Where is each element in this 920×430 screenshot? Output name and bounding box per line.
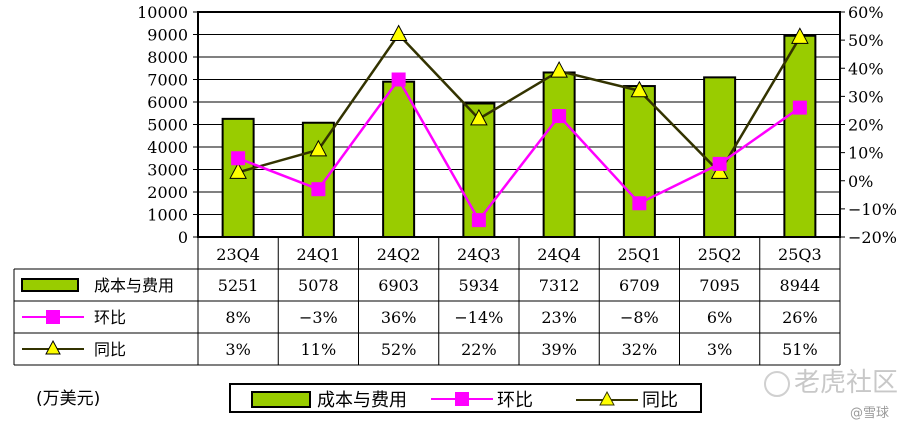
y-right-tick-label: 0% [848,172,873,191]
legend-item-qoq: 环比 [431,387,533,411]
legend-label-cost: 成本与费用 [317,390,407,411]
table-row-label: 同比 [94,340,126,359]
category-label: 24Q1 [297,245,341,264]
point-qoq-25Q2 [712,156,727,171]
table-cell: −3% [299,308,338,327]
table-key-triangle-marker [45,339,61,355]
point-qoq-25Q1 [632,196,647,211]
table-cell: 11% [301,340,337,359]
y-right-tick-label: 10% [848,144,884,163]
y-left-tick-label: 6000 [147,93,188,112]
table-cell: 6709 [619,276,660,295]
point-qoq-24Q2 [391,72,406,87]
category-label: 24Q4 [537,245,581,264]
table-cell: 32% [622,340,658,359]
table-cell: 6% [707,308,732,327]
table-cell: 36% [381,308,417,327]
y-right-tick-label: 30% [848,87,884,106]
table-cell: 51% [782,340,818,359]
y-left-tick-label: 8000 [147,48,188,67]
y-left-tick-label: 5000 [147,116,188,135]
point-yoy-24Q4 [550,61,568,78]
category-label: 23Q4 [216,245,260,264]
y-left-tick-label: 0 [178,228,188,247]
category-label: 25Q1 [618,245,662,264]
category-label: 25Q3 [778,245,822,264]
watermark-main: 老虎社区 [764,362,898,399]
line-qoq [237,77,801,223]
point-yoy-24Q3 [470,108,488,126]
point-yoy-25Q3 [791,27,809,44]
table-key-bar-swatch [21,278,79,292]
table-cell: 3% [225,340,250,359]
bar-24Q2 [382,80,416,239]
y-left-tick-label: 10000 [137,3,188,22]
y-right-tick-label: 20% [848,116,884,135]
legend-bar-swatch [251,390,311,408]
table-cell: 8% [225,308,250,327]
y-left-tick-label: 4000 [147,138,188,157]
table-cell: 6903 [378,276,419,295]
watermark-sub: @雪球 [850,406,890,421]
y-left-tick-label: 1000 [147,206,188,225]
category-label: 24Q3 [457,245,501,264]
unit-label: (万美元) [36,389,101,409]
table-cell: 22% [461,340,497,359]
y-right-tick-label: 50% [848,31,884,50]
table-cell: 5078 [298,276,339,295]
line-yoy [237,32,801,175]
table-cell: 7095 [699,276,740,295]
point-yoy-24Q2 [389,24,408,41]
y-left-tick-label: 9000 [147,26,188,45]
point-qoq-24Q4 [552,109,567,124]
legend-square-marker-icon [431,392,493,406]
y-right-tick-label: 40% [848,59,884,78]
y-left-tick-label: 3000 [147,161,188,180]
bar-25Q1 [622,85,656,238]
table-row-label: 环比 [94,308,126,327]
category-label: 25Q2 [698,245,742,264]
table-cell: 3% [707,340,732,359]
table-cell: −8% [620,308,659,327]
point-yoy-24Q1 [309,139,328,157]
y-left-tick-label: 7000 [147,71,188,90]
point-yoy-23Q4 [229,162,247,179]
point-qoq-25Q3 [792,100,807,115]
table-cell: 7312 [539,276,580,295]
point-qoq-23Q4 [231,151,246,166]
table-cell: 39% [541,340,577,359]
bar-24Q4 [542,71,576,239]
table-key-square-marker [46,310,60,324]
watermark-logo-icon [764,370,790,397]
table-cell: −14% [454,308,503,327]
y-left-tick-label: 2000 [147,183,188,202]
table-cell: 8944 [780,276,821,295]
point-qoq-24Q3 [471,213,486,228]
table-cell: 5934 [459,276,500,295]
legend-triangle-marker-icon [576,390,638,406]
table-cell: 23% [541,308,577,327]
y-right-tick-label: −20% [848,228,897,247]
table-cell: 52% [381,340,417,359]
table-cell: 5251 [218,276,259,295]
category-label: 24Q2 [377,245,421,264]
legend-item-yoy: 同比 [576,387,678,411]
legend: 成本与费用 环比 同比 [229,383,702,413]
bar-25Q3 [783,34,817,239]
y-right-tick-label: −10% [848,200,897,219]
point-qoq-24Q1 [311,182,326,197]
legend-label-qoq: 环比 [497,390,533,411]
point-yoy-25Q1 [630,80,649,98]
legend-label-yoy: 同比 [642,390,678,411]
y-right-tick-label: 60% [848,3,884,22]
table-cell: 26% [782,308,818,327]
table-row-label: 成本与费用 [94,276,174,295]
legend-item-cost: 成本与费用 [251,387,407,411]
